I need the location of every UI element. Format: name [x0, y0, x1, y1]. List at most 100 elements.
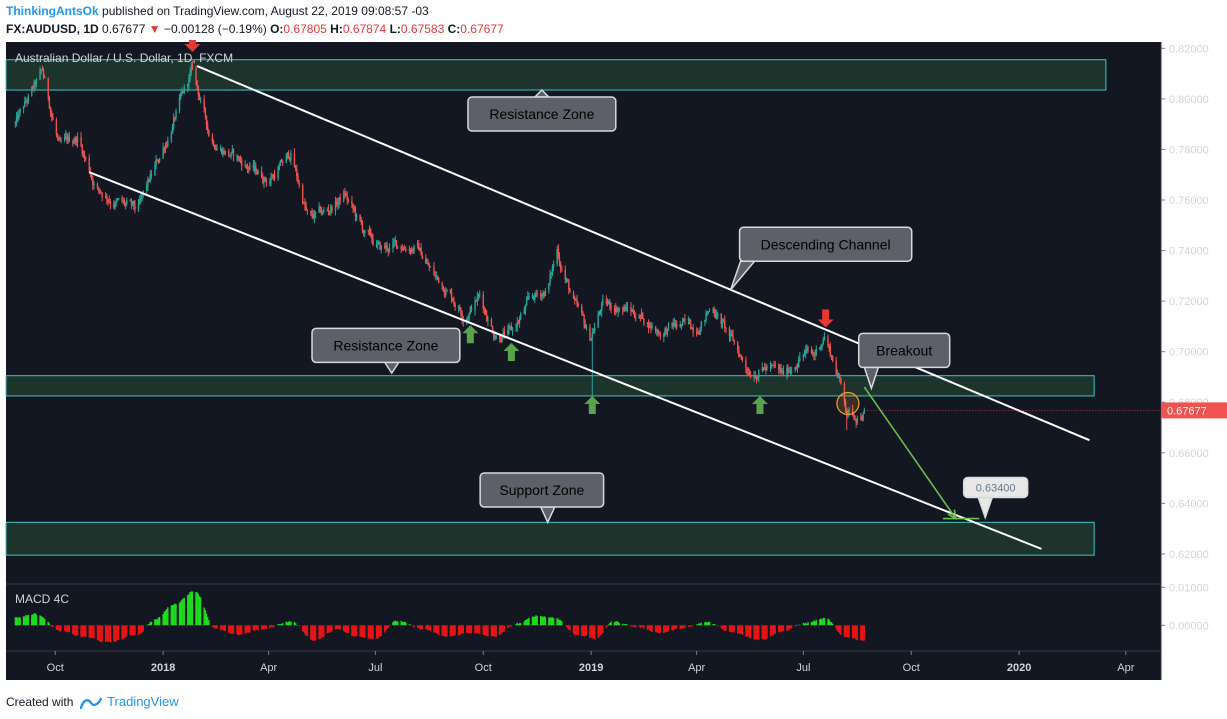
- author-link[interactable]: ThinkingAntsOk: [6, 4, 99, 18]
- candle-body: [158, 158, 161, 162]
- candle-body: [715, 315, 718, 319]
- candle-body: [459, 307, 461, 310]
- candle-body: [450, 292, 453, 299]
- macd-histogram: [14, 591, 866, 643]
- candle-body: [855, 419, 857, 424]
- candle-body: [246, 165, 249, 169]
- candle-body: [167, 140, 169, 146]
- candle-body: [831, 356, 834, 361]
- open-label: O:: [270, 22, 284, 36]
- candle-body: [755, 378, 758, 380]
- candle-body: [189, 72, 191, 78]
- candle-body: [535, 293, 537, 295]
- candle-body: [244, 165, 246, 167]
- low-value: 0.67583: [400, 22, 445, 36]
- candle-body: [443, 291, 446, 296]
- candle-body: [486, 314, 488, 322]
- candle-body: [820, 346, 822, 348]
- candle-body: [542, 292, 544, 296]
- candle-body: [491, 326, 494, 334]
- candle-body: [474, 300, 476, 311]
- candle-body: [461, 314, 463, 320]
- candle-body: [749, 376, 752, 378]
- candle-body: [351, 200, 353, 205]
- candle-body: [706, 313, 708, 315]
- candle-body: [400, 245, 402, 249]
- candle-body: [323, 210, 325, 212]
- candle-body: [150, 174, 153, 176]
- candle-body: [92, 178, 94, 185]
- candle-body: [664, 328, 666, 334]
- candle-body: [846, 408, 848, 414]
- candle-body: [684, 319, 686, 321]
- chart-canvas[interactable]: Resistance Zone Resistance Zone Support Zo…: [0, 40, 1227, 685]
- candle-body: [524, 305, 527, 310]
- candle-body: [436, 275, 439, 278]
- candle-body: [722, 320, 725, 322]
- candle-body: [286, 152, 289, 157]
- candle-body: [632, 310, 635, 314]
- candle-body: [812, 352, 814, 354]
- candle-body: [396, 245, 399, 247]
- candle-body: [360, 220, 362, 224]
- candle-body: [477, 294, 480, 297]
- candle-body: [188, 77, 190, 84]
- candle-body: [280, 160, 283, 163]
- candle-body: [106, 196, 108, 200]
- candle-body: [618, 308, 620, 311]
- candle-body: [306, 209, 309, 212]
- candle-body: [182, 91, 184, 93]
- candle-body: [75, 137, 78, 143]
- candle-body: [395, 240, 398, 247]
- candle-body: [287, 152, 290, 158]
- candle-body: [745, 360, 747, 369]
- candle-body: [733, 340, 735, 343]
- candle-body: [460, 309, 462, 315]
- y-tick-label: 0.78000: [1169, 144, 1209, 156]
- candle-body: [155, 159, 157, 165]
- candle-body: [172, 117, 175, 127]
- candle-body: [359, 214, 361, 221]
- candle-body: [634, 317, 637, 319]
- candle-body: [401, 248, 404, 251]
- candle-body: [754, 375, 756, 379]
- candle-body: [836, 374, 839, 377]
- candle-body: [63, 137, 66, 141]
- tradingview-logo-icon: [79, 697, 102, 710]
- candle-body: [659, 334, 662, 338]
- candle-body: [434, 275, 436, 277]
- candle-body: [331, 206, 333, 211]
- candle-body: [318, 206, 320, 212]
- x-tick-label: 2020: [1007, 662, 1031, 674]
- created-with-label: Created with: [6, 695, 74, 709]
- candle-body: [582, 312, 584, 316]
- candle-body: [133, 201, 135, 206]
- candle-body: [157, 161, 160, 163]
- candle-body: [510, 325, 513, 331]
- candle-body: [386, 245, 388, 249]
- candle-body: [613, 308, 616, 313]
- candle-body: [766, 366, 768, 368]
- candle-body: [15, 115, 18, 123]
- candle-body: [126, 200, 128, 205]
- candle-body: [364, 230, 366, 234]
- candle-body: [599, 311, 602, 313]
- candle-body: [803, 352, 806, 355]
- candle-body: [441, 282, 443, 286]
- candle-body: [823, 337, 826, 340]
- candle-body: [847, 412, 849, 414]
- tradingview-brand[interactable]: TradingView: [107, 694, 179, 709]
- annotation-callout-1-label: Breakout: [876, 342, 932, 358]
- candle-body: [17, 115, 19, 119]
- candle-body: [610, 306, 612, 309]
- candle-body: [690, 323, 692, 330]
- candle-body: [468, 313, 470, 319]
- candle-body: [426, 262, 428, 264]
- candle-body: [598, 311, 601, 315]
- candle-body: [802, 354, 805, 358]
- candle-body: [196, 80, 198, 87]
- candle-body: [321, 211, 324, 214]
- candle-body: [516, 322, 518, 327]
- candle-body: [263, 177, 265, 183]
- candle-body: [649, 324, 651, 329]
